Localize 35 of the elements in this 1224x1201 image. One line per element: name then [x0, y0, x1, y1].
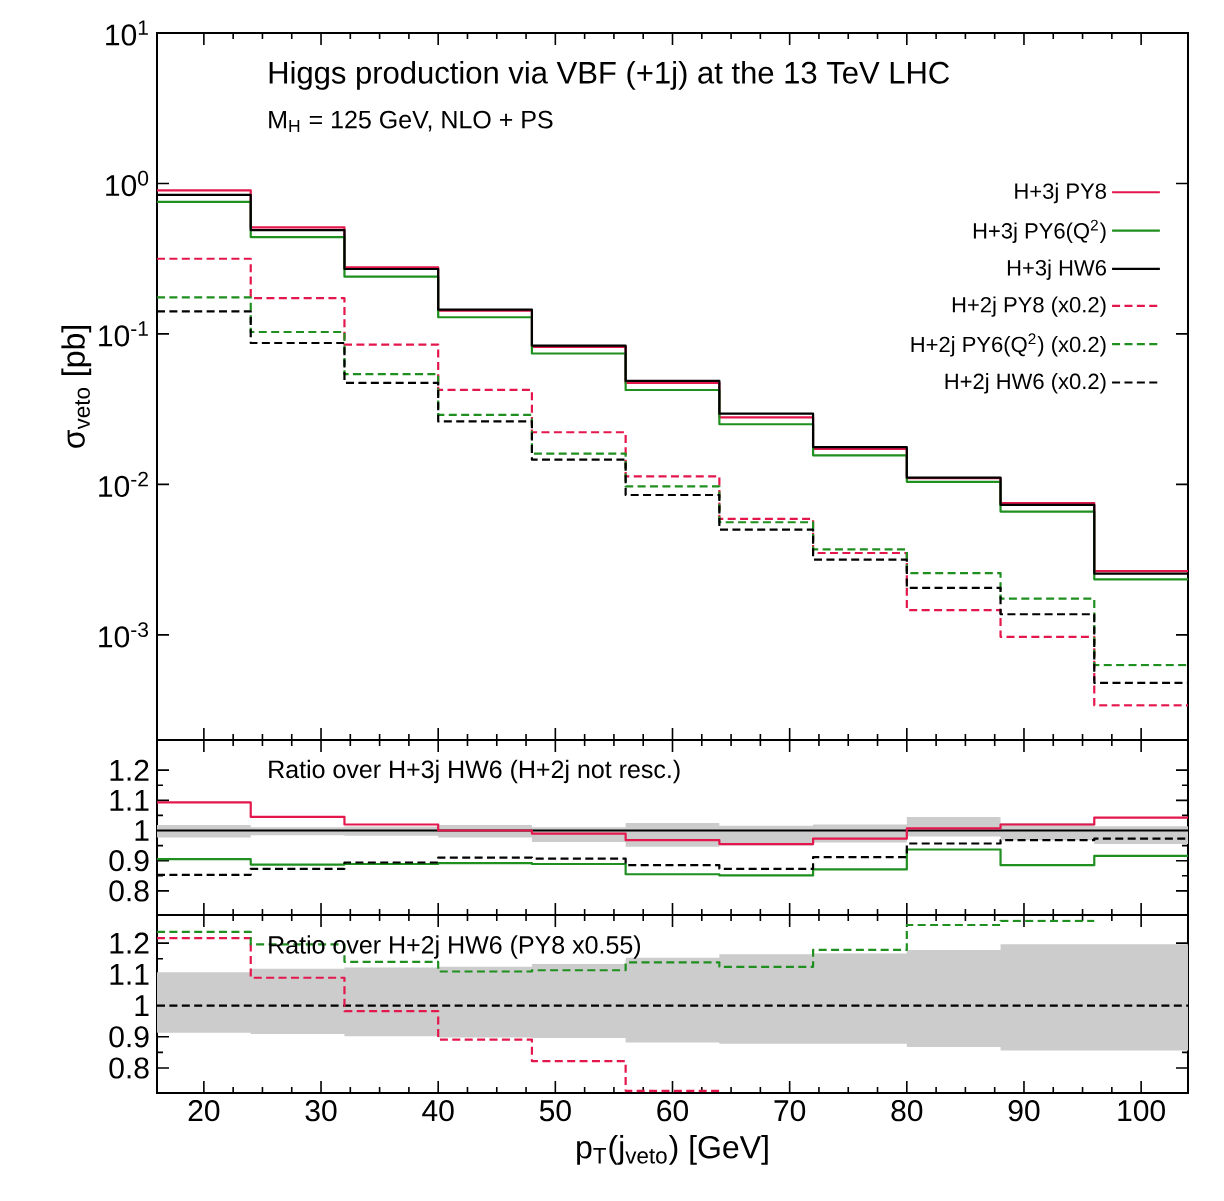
text: Higgs production via VBF (+1j) at the 13 TeV LHC — [269, 60, 950, 90]
x-tick-label: 80 — [891, 1100, 923, 1122]
legend-label: H+3j PY6(Q$^{2}$) — [973, 219, 1106, 243]
y-tick-label: 10$^{-3}$ — [99, 622, 149, 648]
y-tick-label: 10$^{1}$ — [106, 20, 148, 46]
annotation: Ratio over H+3j HW6 (H+2j not resc.) — [269, 759, 680, 784]
legend-label: H+2j PY6(Q$^{2}$) (x0.2) — [911, 333, 1106, 357]
x-tick-label: 30 — [305, 1100, 337, 1122]
y-tick-label: 10$^{0}$ — [106, 170, 149, 197]
y-axis-title: σ$_{veto}$ [pb] — [61, 326, 92, 448]
y-tick-label: 0.8 — [109, 1057, 149, 1079]
x-tick-label: 70 — [774, 1100, 806, 1122]
legend-label: H+3j HW6 — [1007, 259, 1106, 280]
text: M$_{H}$ = 125 GeV, NLO + PS — [269, 110, 553, 132]
legend-label: H+2j HW6 (x0.2) — [945, 373, 1106, 394]
y-tick-label: 0.9 — [109, 1026, 149, 1048]
x-axis-title: p$_{T}$(j$_{veto}$) [GeV] — [577, 1135, 768, 1165]
x-tick-label: 60 — [657, 1100, 688, 1122]
y-tick-label: 1.2 — [110, 932, 149, 954]
y-tick-label: 0.8 — [109, 880, 149, 902]
y-tick-label: 1.1 — [110, 964, 149, 985]
y-tick-label: 0.9 — [109, 850, 149, 872]
y-tick-label: 10$^{-2}$ — [99, 471, 148, 498]
legend-label: H+2j PY8 (x0.2) — [952, 296, 1106, 317]
y-tick-label: 1.2 — [110, 759, 149, 781]
y-tick-label: 10$^{-1}$ — [99, 321, 148, 347]
legend-label: H+3j PY8 — [1015, 182, 1106, 204]
y-tick-label: 1 — [135, 820, 149, 841]
x-tick-label: 20 — [188, 1100, 220, 1122]
x-tick-label: 100 — [1118, 1100, 1165, 1122]
y-tick-label: 1 — [135, 995, 149, 1016]
y-tick-label: 1.1 — [110, 790, 149, 811]
x-tick-label: 40 — [422, 1100, 454, 1122]
x-tick-label: 50 — [539, 1100, 571, 1122]
x-tick-label: 90 — [1008, 1100, 1040, 1122]
